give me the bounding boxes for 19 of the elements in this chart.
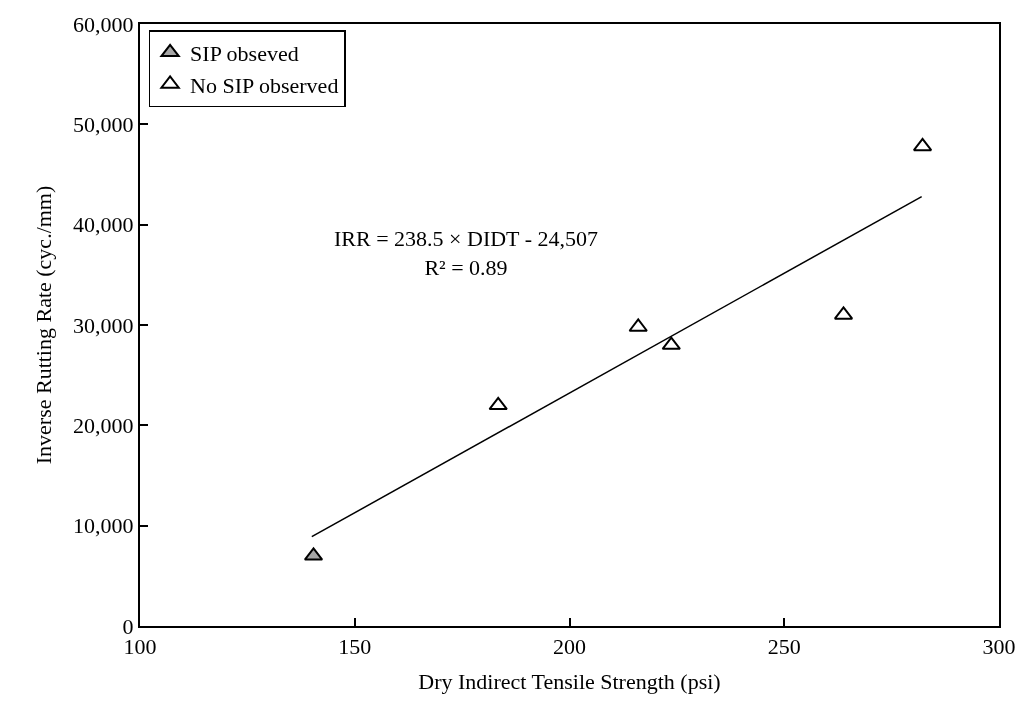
- x-tick-label: 150: [338, 634, 372, 660]
- legend-label: No SIP observed: [190, 72, 339, 98]
- legend-label: SIP obseved: [190, 40, 299, 66]
- y-tick-label: 10,000: [73, 513, 134, 539]
- x-tick-label: 300: [982, 634, 1016, 660]
- point: [912, 137, 933, 152]
- x-axis-title: Dry Indirect Tensile Strength (psi): [418, 668, 721, 694]
- x-tick-label: 200: [553, 634, 586, 660]
- point: [628, 318, 648, 332]
- point: [488, 396, 508, 411]
- y-tick-label: 40,000: [73, 212, 134, 238]
- y-axis-title: Inverse Rutting Rate (cyc./mm): [31, 185, 57, 465]
- y-tick-label: 50,000: [73, 112, 134, 138]
- y-tick-label: 30,000: [73, 312, 134, 338]
- y-tick-label: 60,000: [73, 11, 134, 37]
- y-tick-label: 20,000: [73, 413, 134, 439]
- point: [661, 336, 681, 350]
- annotation: IRR = 238.5 × DIDT - 24,507 R² = 0.89: [334, 226, 598, 280]
- x-tick-label: 250: [767, 634, 801, 660]
